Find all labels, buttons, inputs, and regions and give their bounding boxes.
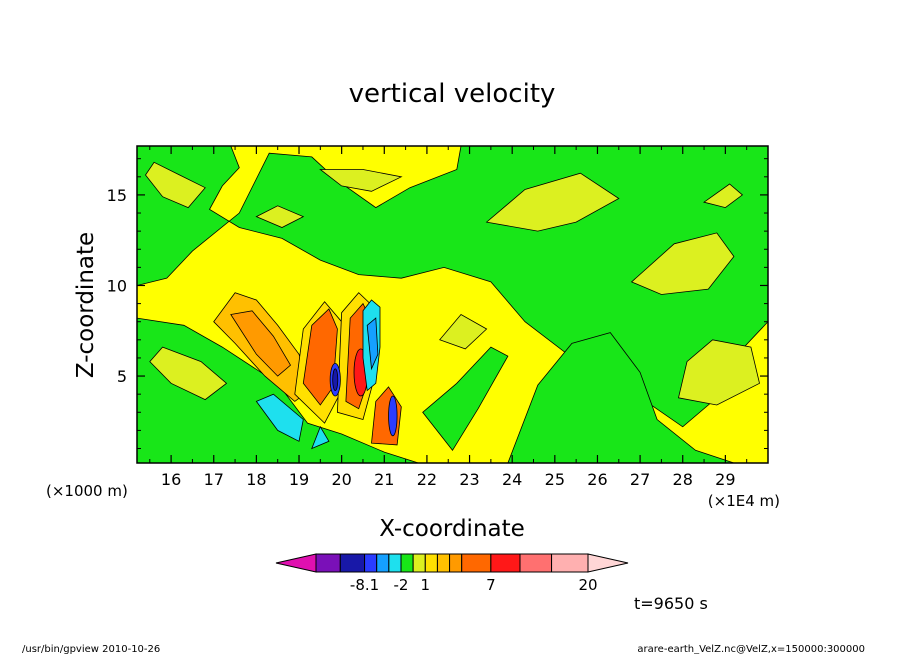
x-tick-label: 24	[502, 470, 522, 489]
x-tick-label: 23	[459, 470, 479, 489]
footer-right: arare-earth_VelZ.nc@VelZ,x=150000:300000	[637, 644, 865, 654]
updraft-band	[230, 310, 292, 377]
positive-island	[630, 232, 735, 295]
colorbar-swatch	[490, 553, 521, 573]
downdraft-band	[366, 317, 379, 371]
x-tick-label: 27	[630, 470, 650, 489]
positive-island	[678, 339, 760, 406]
plot-frame	[136, 145, 769, 464]
positive-island	[319, 169, 403, 192]
time-label: t=9650 s	[634, 594, 708, 613]
colorbar-swatch	[315, 553, 341, 573]
x-tick-label: 28	[673, 470, 693, 489]
negative-region	[422, 346, 509, 451]
x-tick-label: 16	[161, 470, 181, 489]
x-unit-left: (×1000 m)	[46, 482, 128, 500]
downdraft-core	[388, 395, 398, 437]
positive-island	[703, 183, 744, 209]
x-unit-right: (×1E4 m)	[708, 492, 780, 510]
footer-left: /usr/bin/gpview 2010-10-26	[22, 644, 160, 654]
colorbar-swatch	[339, 553, 366, 573]
positive-island	[255, 205, 305, 228]
colorbar-swatch	[364, 553, 378, 573]
colorbar-label: 1	[421, 576, 431, 594]
y-tick-label: 10	[107, 276, 127, 295]
colorbar-swatch	[449, 553, 463, 573]
x-tick-label: 22	[417, 470, 437, 489]
colorbar-min-triangle	[275, 553, 317, 573]
x-tick-label: 17	[204, 470, 224, 489]
downdraft-core	[332, 368, 339, 391]
negative-region	[507, 332, 735, 463]
colorbar-label: 20	[578, 576, 597, 594]
downdraft-band	[311, 425, 330, 450]
colorbar-label: 7	[486, 576, 496, 594]
y-axis: 5 10 15	[107, 158, 768, 450]
x-tick-label: 18	[246, 470, 266, 489]
colorbar-swatch	[376, 553, 390, 573]
colorbar-swatch	[436, 553, 451, 573]
y-tick-label: 5	[117, 367, 127, 386]
x-axis: 16 17 18 19 20 21 22 23 24 25 26 27 28 29	[149, 146, 748, 489]
x-tick-label: 21	[374, 470, 394, 489]
positive-island	[485, 172, 620, 232]
colorbar-swatch	[461, 553, 492, 573]
negative-region	[137, 317, 419, 463]
contour-fields	[137, 146, 768, 463]
colorbar-swatch	[388, 553, 402, 573]
downdraft-band	[255, 393, 304, 442]
positive-island	[149, 346, 228, 401]
colorbar-swatch	[400, 553, 414, 573]
updraft-core	[302, 308, 338, 406]
colorbar-label: -8.1	[350, 576, 379, 594]
x-tick-label: 20	[331, 470, 351, 489]
x-tick-label: 19	[289, 470, 309, 489]
x-axis-label: X-coordinate	[379, 516, 525, 542]
x-tick-label: 29	[715, 470, 735, 489]
x-tick-label: 25	[545, 470, 565, 489]
colorbar-swatch	[424, 553, 438, 573]
plot-area	[137, 146, 768, 463]
colorbar-swatch	[551, 553, 589, 573]
positive-island	[145, 161, 206, 209]
y-tick-label: 15	[107, 186, 127, 205]
colorbar-swatch	[519, 553, 553, 573]
y-axis-label: Z-coordinate	[73, 232, 99, 378]
colorbar-max-triangle	[587, 553, 629, 573]
colorbar-swatch	[412, 553, 426, 573]
x-tick-label: 26	[587, 470, 607, 489]
positive-island	[439, 313, 488, 350]
colorbar: -8.1 -2 1 7 20	[275, 553, 629, 594]
chart-title: vertical velocity	[349, 79, 556, 109]
colorbar-label: -2	[394, 576, 409, 594]
